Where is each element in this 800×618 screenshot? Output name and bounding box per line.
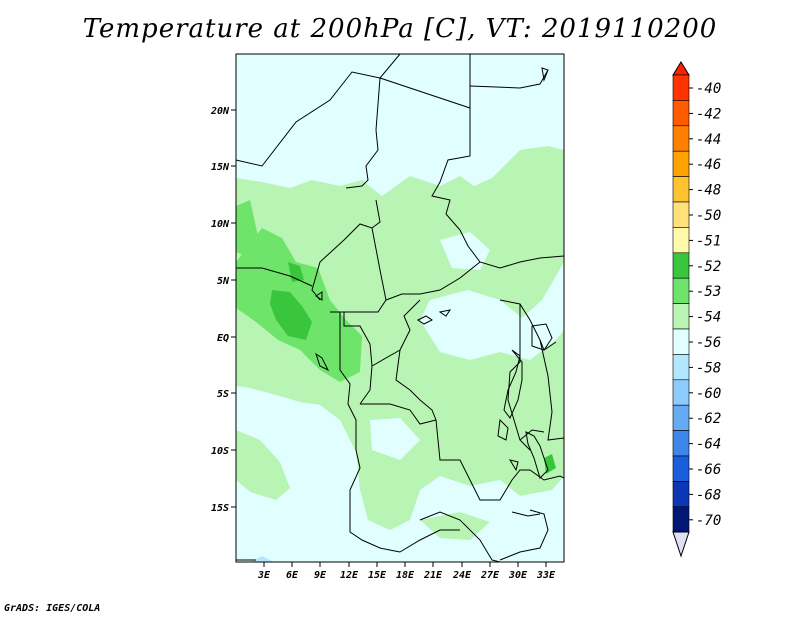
x-tick-label: 27E — [480, 570, 500, 581]
map-panel — [236, 54, 564, 562]
colorbar-label: -68 — [696, 487, 721, 503]
colorbar-top-arrow — [672, 61, 690, 76]
colorbar-label: -48 — [696, 183, 721, 199]
colorbar-swatch — [672, 74, 690, 101]
colorbar-swatch — [672, 404, 690, 431]
colorbar-swatch — [672, 506, 690, 533]
grads-credit: GrADS: IGES/COLA — [4, 603, 101, 614]
colorbar-label: -60 — [696, 386, 721, 402]
colorbar-swatch — [672, 150, 690, 177]
x-axis-labels: 3E 6E 9E 12E 15E 18E 21E 24E 27E 30E 33E — [257, 570, 556, 581]
y-tick-label: 5S — [217, 389, 229, 400]
x-tick-label: 33E — [536, 570, 556, 581]
colorbar-label: -44 — [696, 132, 721, 148]
colorbar-label: -40 — [696, 81, 721, 97]
x-tick-label: 6E — [286, 570, 299, 581]
colorbar-bottom-arrow — [672, 531, 690, 558]
x-tick-label: 3E — [257, 570, 271, 581]
colorbar-label: -62 — [696, 411, 721, 427]
colorbar: -40 -42 -44 -46 -48 -50 -51 -52 -53 -54 -56 -58 -60 -… — [672, 61, 721, 558]
colorbar-label: -50 — [696, 208, 721, 224]
colorbar-label: -56 — [696, 335, 721, 351]
y-axis-labels: 20N 15N 10N 5N EQ 5S 10S 15S — [210, 106, 230, 514]
colorbar-swatch — [672, 481, 690, 508]
x-tick-label: 24E — [452, 570, 472, 581]
colorbar-swatch — [672, 455, 690, 482]
map-frame — [235, 53, 565, 563]
colorbar-swatch — [672, 354, 690, 381]
colorbar-label: -70 — [696, 513, 721, 529]
map-title: Temperature at 200hPa [C], VT: 201911020… — [82, 14, 718, 44]
colorbar-swatch — [672, 277, 690, 304]
shade-minus54-holes — [236, 54, 564, 490]
x-tick-label: 12E — [340, 570, 359, 581]
y-axis — [231, 109, 236, 508]
colorbar-swatch — [672, 201, 690, 228]
colorbar-label: -66 — [696, 462, 721, 478]
y-tick-label: 10N — [211, 219, 230, 230]
colorbar-swatch — [672, 100, 690, 127]
y-tick-label: EQ — [217, 333, 229, 344]
y-tick-label: 10S — [211, 446, 229, 457]
x-tick-label: 15E — [368, 570, 387, 581]
colorbar-label: -46 — [696, 157, 721, 173]
colorbar-label: -58 — [696, 360, 721, 376]
country-borders — [236, 54, 564, 562]
colorbar-swatch — [672, 379, 690, 406]
colorbar-swatch — [672, 430, 690, 457]
shade-minus51 — [270, 262, 556, 474]
lake-outlines — [315, 67, 553, 517]
x-tick-label: 18E — [396, 570, 415, 581]
colorbar-label: -54 — [696, 310, 721, 326]
colorbar-label: -52 — [696, 259, 721, 275]
colorbar-label: -51 — [696, 233, 721, 249]
colorbar-swatch — [672, 328, 690, 355]
y-tick-label: 15N — [211, 162, 230, 173]
x-tick-label: 21E — [423, 570, 443, 581]
colorbar-swatch — [672, 176, 690, 203]
colorbar-label: -42 — [696, 106, 721, 122]
colorbar-swatch — [672, 303, 690, 330]
colorbar-swatch — [672, 227, 690, 254]
y-tick-label: 15S — [211, 503, 229, 514]
x-tick-label: 9E — [314, 570, 327, 581]
x-tick-label: 30E — [508, 570, 528, 581]
colorbar-swatch — [672, 125, 690, 152]
y-tick-label: 20N — [210, 106, 230, 117]
colorbar-label: -53 — [696, 284, 721, 300]
colorbar-label: -64 — [696, 437, 721, 453]
x-axis — [263, 562, 547, 567]
colorbar-swatch — [672, 252, 690, 279]
y-tick-label: 5N — [217, 276, 230, 287]
